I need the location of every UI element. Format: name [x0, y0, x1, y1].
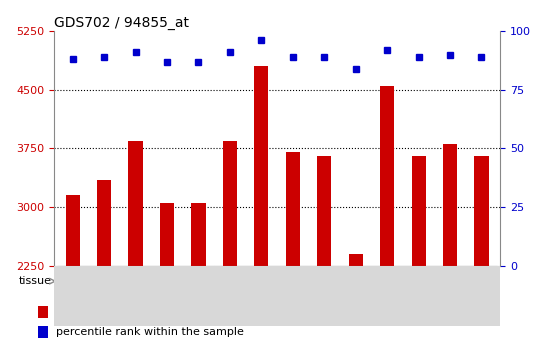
Bar — [349, 254, 363, 266]
Bar — [160, 203, 174, 266]
Bar — [129, 140, 143, 266]
Text: count: count — [56, 308, 88, 318]
Text: percentile rank within the sample: percentile rank within the sample — [56, 327, 244, 337]
Bar — [475, 156, 489, 266]
Bar — [38, 306, 48, 318]
Bar — [380, 86, 394, 266]
Bar — [412, 156, 426, 266]
Text: GDS702 / 94855_at: GDS702 / 94855_at — [54, 16, 189, 30]
Bar — [66, 195, 80, 266]
Bar — [38, 326, 48, 338]
Bar — [214, 266, 340, 297]
Bar — [443, 145, 457, 266]
Text: jaw muscle: jaw muscle — [246, 276, 308, 286]
Bar — [254, 66, 268, 266]
Bar — [223, 140, 237, 266]
Bar — [192, 203, 206, 266]
Bar — [286, 152, 300, 266]
Text: tissue: tissue — [19, 276, 52, 286]
Text: EOM: EOM — [123, 276, 148, 286]
Bar — [57, 266, 214, 297]
Bar — [340, 266, 497, 297]
Bar — [317, 156, 331, 266]
Text: leg muscle: leg muscle — [388, 276, 449, 286]
Bar — [97, 180, 111, 266]
